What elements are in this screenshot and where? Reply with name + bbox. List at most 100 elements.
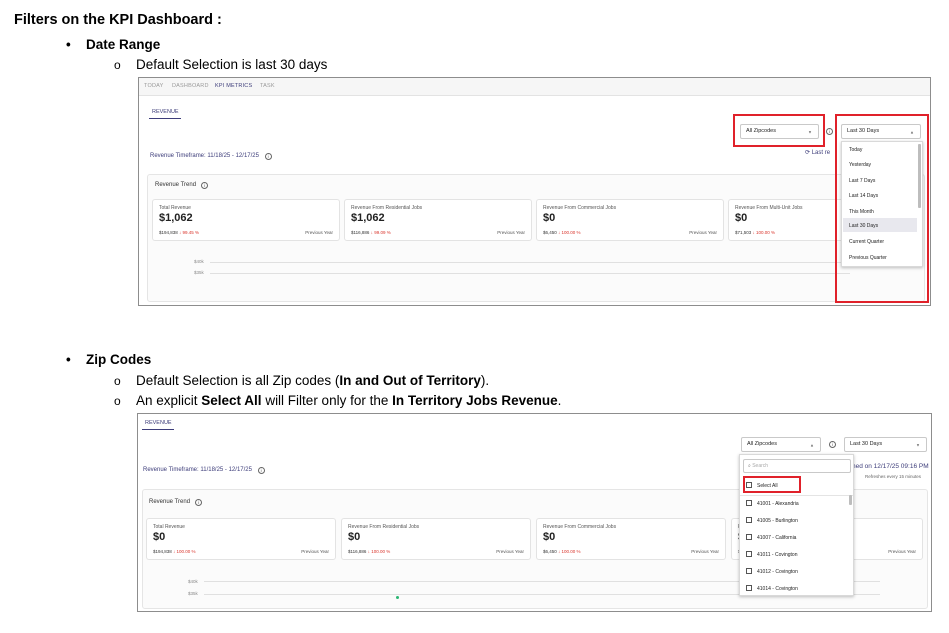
tab-kpi-metrics[interactable]: KPI METRICS — [215, 83, 253, 89]
kpi-card-pct: ↓ 100.00 % — [173, 549, 196, 554]
last-refresh: ⟳ Last re — [805, 149, 830, 156]
kpi-card-pct: ↓ 99.09 % — [370, 230, 391, 235]
zipcode-select[interactable]: All Zipcodes ▼ — [740, 124, 819, 139]
kpi-card-residential: Revenue From Residential Jobs $1,062 $11… — [344, 199, 532, 241]
revenue-trend-title: Revenue Trend i — [149, 498, 202, 506]
date-option-last-7[interactable]: Last 7 Days — [849, 178, 876, 184]
info-icon: i — [826, 128, 833, 135]
revenue-trend-title-text: Revenue Trend — [155, 182, 197, 188]
sub-bullet-date-default-text: Default Selection is last 30 days — [136, 57, 328, 72]
date-option-last-14[interactable]: Last 14 Days — [849, 193, 879, 199]
zip-selectall-bold2: In Territory Jobs Revenue — [392, 393, 558, 408]
date-option-this-month[interactable]: This Month — [849, 209, 874, 215]
kpi-card-value: $0 — [543, 531, 556, 543]
last-refresh-text: Last re — [811, 150, 831, 156]
zip-checkbox[interactable] — [746, 568, 752, 574]
bullet-date-range: • Date Range — [66, 37, 160, 52]
kpi-card-commercial: Revenue From Commercial Jobs $0 $6,450 ↓… — [536, 199, 724, 241]
zip-option[interactable]: 41012 - Covington — [757, 569, 798, 575]
kpi-card-prev: $194,838 ↓ 99.45 % — [159, 230, 199, 235]
kpi-card-label: Revenue From Residential Jobs — [348, 524, 420, 530]
date-range-select[interactable]: Last 30 Days ▲ — [841, 124, 921, 139]
tab-dashboard[interactable]: DASHBOARD — [172, 83, 209, 89]
kpi-card-prev-value: $194,838 — [153, 549, 172, 554]
date-option-today[interactable]: Today — [849, 147, 863, 153]
tab-today[interactable]: TODAY — [144, 83, 164, 89]
zip-checkbox[interactable] — [746, 585, 752, 591]
info-icon: i — [200, 182, 208, 189]
zipcode-select[interactable]: All Zipcodes ▲ — [741, 437, 821, 452]
info-icon: i — [264, 153, 272, 160]
zip-default-bold: In and Out of Territory — [339, 373, 481, 388]
kpi-card-value: $1,062 — [351, 212, 385, 224]
kpi-card-prev-value: $6,450 — [543, 230, 557, 235]
kpi-card-value: $0 — [735, 212, 748, 224]
date-option-current-quarter[interactable]: Current Quarter — [849, 239, 885, 245]
kpi-card-prev-value: $6,450 — [543, 549, 557, 554]
kpi-card-label: Revenue From Residential Jobs — [351, 205, 423, 211]
zipcode-dropdown: ⌕ Search Select All 41001 - Alexandria 4… — [739, 454, 854, 596]
dropdown-scrollbar[interactable] — [849, 495, 852, 505]
date-range-dropdown: Today Yesterday Last 7 Days Last 14 Days… — [841, 141, 923, 267]
y-tick-label: $40k — [194, 259, 204, 264]
kpi-card-label: Total Revenue — [159, 205, 191, 211]
zip-checkbox[interactable] — [746, 551, 752, 557]
kpi-card-pct: ↓ 100.00 % — [752, 230, 776, 235]
zip-default-post: ). — [480, 373, 490, 388]
date-option-previous-quarter[interactable]: Previous Quarter — [849, 255, 887, 261]
y-tick-label: $35k — [194, 270, 204, 275]
date-range-select-value: Last 30 Days — [850, 441, 883, 447]
kpi-card-prev-value: $116,886 — [351, 230, 370, 235]
date-option-yesterday[interactable]: Yesterday — [849, 162, 872, 168]
date-option-last-30[interactable]: Last 30 Days — [849, 223, 879, 229]
kpi-card-value: $0 — [153, 531, 166, 543]
zip-selectall-mid: will Filter only for the — [261, 393, 393, 408]
kpi-card-prev: $6,450 ↓ 100.00 % — [543, 549, 581, 554]
screenshot-date-range: TODAY DASHBOARD KPI METRICS TASK REVENUE… — [138, 77, 931, 306]
y-tick-label: $35k — [188, 591, 198, 596]
chevron-down-icon: ▼ — [916, 442, 920, 447]
zipcode-select-value: All Zipcodes — [746, 128, 776, 134]
zip-search-input[interactable]: ⌕ Search — [743, 459, 851, 473]
revenue-timeframe: Revenue Timeframe: 11/18/25 - 12/17/25 i — [150, 152, 272, 160]
subtab-underline — [142, 429, 174, 430]
kpi-card-prev-value: $194,838 — [159, 230, 178, 235]
subtab-revenue[interactable]: REVENUE — [152, 109, 179, 115]
kpi-card-commercial: Revenue From Commercial Jobs $0 $6,450 ↓… — [536, 518, 726, 560]
kpi-card-residential: Revenue From Residential Jobs $0 $116,88… — [341, 518, 531, 560]
chevron-down-icon: ▼ — [808, 129, 812, 134]
zip-option[interactable]: 41007 - California — [757, 535, 797, 541]
kpi-card-prev-label: Previous Year — [497, 230, 525, 235]
zip-option[interactable]: 41001 - Alexandria — [757, 501, 799, 507]
y-tick-label: $40k — [188, 579, 198, 584]
kpi-card-prev-label: Previous Year — [691, 549, 719, 554]
zip-option[interactable]: 41005 - Burlington — [757, 518, 798, 524]
subtab-revenue[interactable]: REVENUE — [145, 420, 172, 426]
zip-checkbox[interactable] — [746, 534, 752, 540]
tab-task[interactable]: TASK — [260, 83, 275, 89]
zip-selectall-post: . — [557, 393, 562, 408]
sub-bullet-zip-default: o Default Selection is all Zip codes (In … — [114, 373, 489, 388]
zip-option[interactable]: 41014 - Covington — [757, 586, 798, 592]
kpi-card-total-revenue: Total Revenue $1,062 $194,838 ↓ 99.45 % … — [152, 199, 340, 241]
kpi-card-pct: ↓ 100.00 % — [558, 549, 581, 554]
kpi-card-pct: ↓ 100.00 % — [558, 230, 581, 235]
zip-checkbox[interactable] — [746, 500, 752, 506]
zip-checkbox[interactable] — [746, 517, 752, 523]
grid-line — [204, 581, 880, 582]
select-all-label[interactable]: Select All — [757, 483, 778, 489]
select-all-checkbox[interactable] — [746, 482, 752, 488]
date-range-select[interactable]: Last 30 Days ▼ — [844, 437, 927, 452]
dropdown-scrollbar[interactable] — [918, 144, 921, 208]
kpi-card-prev: $116,886 ↓ 99.09 % — [351, 230, 391, 235]
zip-option[interactable]: 41011 - Covington — [757, 552, 798, 558]
kpi-card-prev-label: Previous Year — [496, 549, 524, 554]
revenue-timeframe-text: Revenue Timeframe: 11/18/25 - 12/17/25 — [150, 153, 259, 159]
kpi-card-prev: $6,450 ↓ 100.00 % — [543, 230, 581, 235]
highlight-date-box — [835, 114, 929, 303]
zip-search-placeholder: Search — [752, 463, 769, 469]
search-icon: ⌕ — [748, 463, 751, 469]
kpi-card-prev: $194,838 ↓ 100.00 % — [153, 549, 196, 554]
kpi-card-prev: $116,886 ↓ 100.00 % — [348, 549, 390, 554]
info-icon: i — [194, 499, 202, 506]
